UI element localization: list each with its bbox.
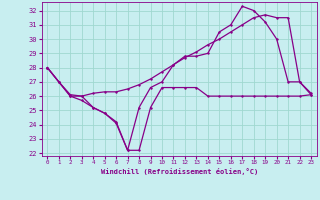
X-axis label: Windchill (Refroidissement éolien,°C): Windchill (Refroidissement éolien,°C) [100, 168, 258, 175]
